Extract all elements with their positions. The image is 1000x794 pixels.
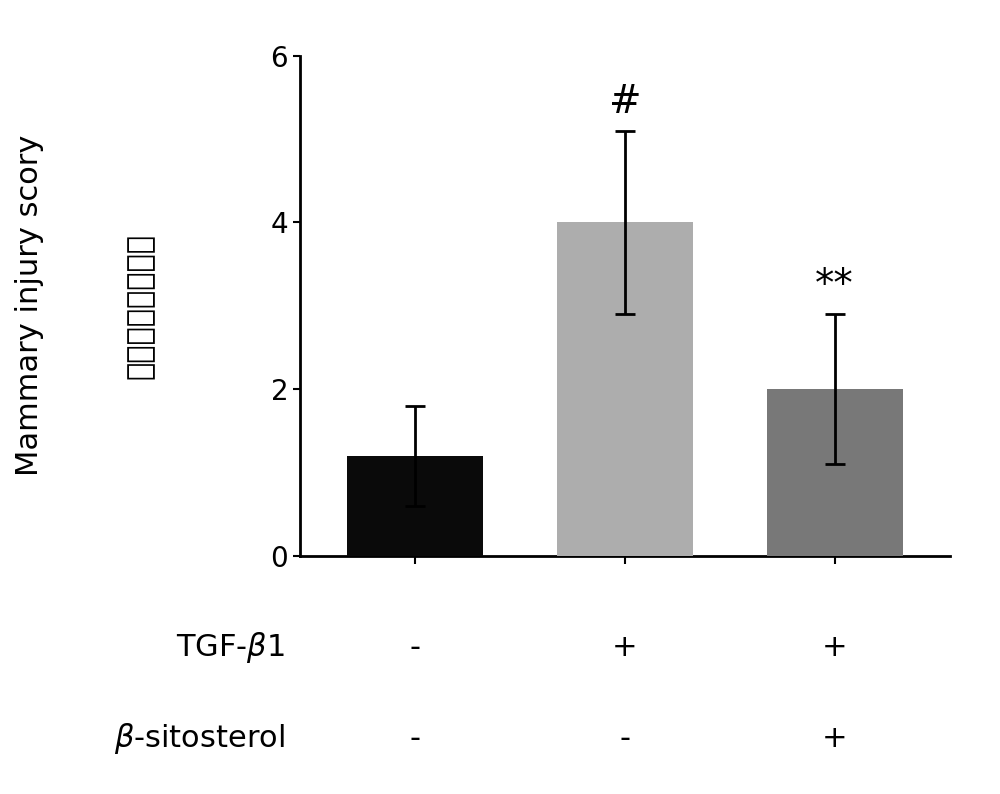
Text: $\beta$-sitosterol: $\beta$-sitosterol bbox=[114, 721, 285, 756]
Text: -: - bbox=[620, 724, 631, 753]
Text: #: # bbox=[609, 83, 641, 121]
Bar bbox=[347, 456, 483, 556]
Bar bbox=[767, 389, 903, 556]
Text: Mammary injury scory: Mammary injury scory bbox=[15, 135, 45, 476]
Text: **: ** bbox=[815, 266, 854, 304]
Text: 乳腺组织损伤评分: 乳腺组织损伤评分 bbox=[126, 233, 154, 379]
Text: +: + bbox=[822, 724, 847, 753]
Text: -: - bbox=[410, 724, 421, 753]
Bar bbox=[557, 222, 693, 556]
Text: TGF-$\beta$1: TGF-$\beta$1 bbox=[176, 630, 285, 665]
Text: +: + bbox=[822, 633, 847, 661]
Text: +: + bbox=[612, 633, 638, 661]
Text: -: - bbox=[410, 633, 421, 661]
